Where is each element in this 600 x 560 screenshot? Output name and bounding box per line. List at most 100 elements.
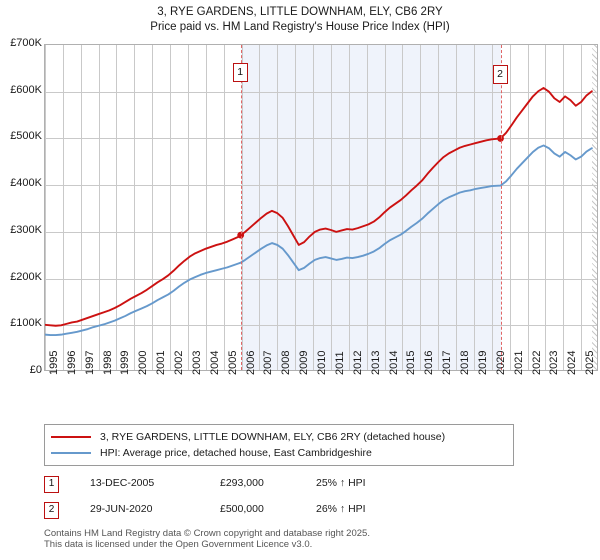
x-axis-tick-label: 2000 <box>137 350 150 375</box>
x-axis-tick-label: 1998 <box>101 350 114 375</box>
x-axis-tick-label: 2003 <box>190 350 203 375</box>
legend: 3, RYE GARDENS, LITTLE DOWNHAM, ELY, CB6… <box>44 424 514 466</box>
x-axis-tick-label: 2007 <box>262 350 275 375</box>
x-axis-tick-label: 2018 <box>459 350 472 375</box>
incomplete-data-band <box>591 45 597 370</box>
x-axis-tick-label: 2001 <box>155 350 168 375</box>
legend-item-hpi: HPI: Average price, detached house, East… <box>51 445 507 461</box>
gridline-horizontal <box>45 231 597 233</box>
gridline-vertical <box>187 45 189 370</box>
x-axis-tick-label: 2021 <box>512 350 525 375</box>
y-axis-tick-label: £700K <box>10 37 42 49</box>
title-line-1: 3, RYE GARDENS, LITTLE DOWNHAM, ELY, CB6… <box>157 6 443 18</box>
table-row: 2 29-JUN-2020 £500,000 26% ↑ HPI <box>44 500 514 526</box>
sale-event-line <box>240 45 242 370</box>
sale-hpi-delta: 25% ↑ HPI <box>316 477 366 489</box>
gridline-vertical <box>98 45 100 370</box>
gridline-vertical <box>456 45 458 370</box>
gridline-vertical <box>295 45 297 370</box>
y-axis-tick-label: £400K <box>10 177 42 190</box>
footer-attribution: Contains HM Land Registry data © Crown c… <box>44 528 564 550</box>
title-line-2: Price paid vs. HM Land Registry's House … <box>150 21 450 33</box>
x-axis-tick-label: 1995 <box>48 350 60 375</box>
gridline-horizontal <box>45 278 597 280</box>
x-axis-tick-label: 2009 <box>298 350 311 375</box>
gridline-vertical <box>45 45 46 370</box>
sale-event-badge: 1 <box>232 63 248 82</box>
gridline-vertical <box>438 45 440 370</box>
x-axis-tick-label: 2005 <box>226 350 239 375</box>
gridline-vertical <box>491 45 493 370</box>
gridline-vertical <box>259 45 261 370</box>
gridline-vertical <box>509 45 511 370</box>
x-axis-tick-label: 1999 <box>119 350 132 375</box>
sale-date: 13-DEC-2005 <box>90 477 155 489</box>
gridline-vertical <box>545 45 547 370</box>
y-axis-tick-label: £500K <box>10 130 42 143</box>
y-axis-tick-label: £200K <box>10 270 42 283</box>
footer-line-1: Contains HM Land Registry data © Crown c… <box>44 528 370 539</box>
x-axis-tick-label: 2013 <box>369 350 382 375</box>
x-axis-tick-label: 2010 <box>316 350 329 375</box>
gridline-vertical <box>80 45 82 370</box>
legend-swatch-property <box>51 436 91 438</box>
sale-event-badge: 2 <box>492 65 508 84</box>
gridline-horizontal <box>45 185 597 187</box>
x-axis-tick-label: 2017 <box>441 350 454 375</box>
gridline-horizontal <box>45 138 597 140</box>
gridline-vertical <box>134 45 136 370</box>
y-axis-tick-label: £600K <box>10 83 42 96</box>
gridline-vertical <box>62 45 64 370</box>
legend-swatch-hpi <box>51 452 91 454</box>
x-axis-tick-label: 2020 <box>494 350 507 375</box>
series-lines <box>45 87 593 337</box>
gridline-vertical <box>205 45 207 370</box>
gridline-vertical <box>420 45 422 370</box>
x-axis-tick-label: 2019 <box>476 350 489 375</box>
x-axis-tick-label: 2004 <box>208 350 221 375</box>
x-axis-tick-label: 2016 <box>423 350 436 375</box>
legend-item-property: 3, RYE GARDENS, LITTLE DOWNHAM, ELY, CB6… <box>51 429 507 445</box>
ownership-period-band <box>240 45 501 370</box>
gridline-vertical <box>402 45 404 370</box>
y-axis-tick-label: £100K <box>10 317 42 330</box>
gridline-vertical <box>170 45 172 370</box>
plot-area <box>44 44 598 371</box>
x-axis-tick-label: 2024 <box>566 350 579 375</box>
gridline-vertical <box>277 45 279 370</box>
footer-line-2: This data is licensed under the Open Gov… <box>44 539 313 550</box>
gridline-vertical <box>241 45 243 370</box>
x-axis-tick-label: 2011 <box>333 351 346 375</box>
gridline-vertical <box>152 45 154 370</box>
page-title: 3, RYE GARDENS, LITTLE DOWNHAM, ELY, CB6… <box>0 0 600 35</box>
y-axis-tick-label: £0 <box>29 364 42 376</box>
x-axis-tick-label: 2008 <box>280 350 293 375</box>
gridline-vertical <box>581 45 583 370</box>
x-axis-tick-label: 1997 <box>83 350 96 375</box>
hpi-average-line <box>45 144 593 337</box>
sale-price: £500,000 <box>220 503 264 515</box>
sales-table: 1 13-DEC-2005 £293,000 25% ↑ HPI 2 29-JU… <box>44 474 514 526</box>
x-axis-tick-label: 2014 <box>387 350 400 375</box>
x-axis-tick-label: 2025 <box>584 350 597 375</box>
sale-date: 29-JUN-2020 <box>90 503 153 515</box>
gridline-vertical <box>527 45 529 370</box>
gridline-vertical <box>116 45 118 370</box>
sale-event-line <box>500 45 502 370</box>
gridline-vertical <box>384 45 386 370</box>
sale-index-badge: 1 <box>44 476 59 493</box>
table-row: 1 13-DEC-2005 £293,000 25% ↑ HPI <box>44 474 514 500</box>
sale-index-badge: 2 <box>44 502 59 519</box>
gridline-vertical <box>348 45 350 370</box>
x-axis-tick-label: 2006 <box>244 350 257 375</box>
gridline-vertical <box>563 45 565 370</box>
x-axis-tick-label: 2002 <box>173 350 186 375</box>
y-axis-tick-label: £300K <box>10 223 42 236</box>
x-axis-tick-label: 2012 <box>351 350 364 375</box>
legend-label-property: 3, RYE GARDENS, LITTLE DOWNHAM, ELY, CB6… <box>100 431 446 443</box>
sale-hpi-delta: 26% ↑ HPI <box>316 503 366 515</box>
gridline-vertical <box>366 45 368 370</box>
sale-price: £293,000 <box>220 477 264 489</box>
x-axis-tick-label: 2015 <box>405 350 418 375</box>
